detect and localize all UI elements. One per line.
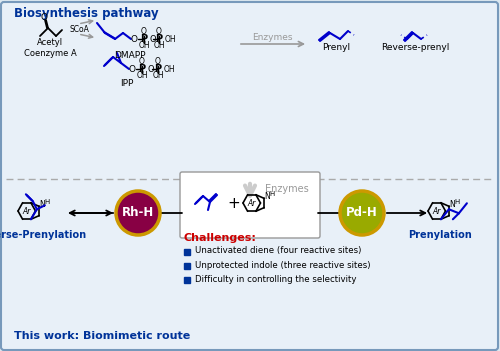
Text: Unactivated diene (four reactive sites): Unactivated diene (four reactive sites) bbox=[195, 246, 362, 256]
Text: O: O bbox=[130, 34, 138, 44]
Bar bbox=[184, 263, 190, 269]
Text: Difficulty in controlling the selectivity: Difficulty in controlling the selectivit… bbox=[195, 274, 356, 284]
Text: Unprotected indole (three reactive sites): Unprotected indole (three reactive sites… bbox=[195, 260, 370, 270]
Text: O: O bbox=[40, 13, 48, 21]
Text: N: N bbox=[449, 200, 455, 209]
Text: O: O bbox=[155, 58, 161, 66]
Text: P: P bbox=[140, 34, 147, 44]
Text: OH: OH bbox=[136, 72, 148, 80]
Text: P: P bbox=[154, 64, 162, 74]
Text: Ar: Ar bbox=[22, 206, 30, 216]
Text: Rh-H: Rh-H bbox=[122, 206, 154, 219]
Text: OH: OH bbox=[152, 72, 164, 80]
Bar bbox=[184, 249, 190, 254]
Text: Acetyl
Coenzyme A: Acetyl Coenzyme A bbox=[24, 38, 76, 58]
Text: Prenyl: Prenyl bbox=[322, 44, 350, 53]
Text: IPP: IPP bbox=[120, 79, 134, 88]
Text: Enzymes: Enzymes bbox=[265, 184, 309, 194]
Text: Ar: Ar bbox=[432, 206, 440, 216]
Text: Ar: Ar bbox=[247, 199, 256, 207]
Text: O: O bbox=[128, 65, 136, 73]
Text: O: O bbox=[149, 34, 156, 44]
Text: Reverse-prenyl: Reverse-prenyl bbox=[381, 44, 449, 53]
Text: O: O bbox=[148, 65, 154, 73]
Text: Pd-H: Pd-H bbox=[346, 206, 378, 219]
Text: OH: OH bbox=[164, 65, 175, 73]
Circle shape bbox=[340, 191, 384, 235]
Circle shape bbox=[116, 191, 160, 235]
Text: H: H bbox=[44, 199, 49, 205]
Text: Reverse-Prenylation: Reverse-Prenylation bbox=[0, 230, 86, 240]
Text: This work: Biomimetic route: This work: Biomimetic route bbox=[14, 331, 190, 341]
Text: DMAPP: DMAPP bbox=[114, 51, 146, 60]
Text: N: N bbox=[264, 192, 270, 201]
FancyBboxPatch shape bbox=[180, 172, 320, 238]
Text: P: P bbox=[138, 64, 145, 74]
Text: Enzymes: Enzymes bbox=[252, 33, 292, 42]
Text: P: P bbox=[156, 34, 162, 44]
Bar bbox=[184, 277, 190, 283]
Text: H: H bbox=[454, 199, 459, 205]
Text: Biosynthesis pathway: Biosynthesis pathway bbox=[14, 7, 158, 20]
Text: O: O bbox=[141, 27, 147, 37]
Text: SCoA: SCoA bbox=[69, 25, 89, 33]
Text: N: N bbox=[39, 200, 45, 209]
Text: O: O bbox=[156, 27, 162, 37]
Text: OH: OH bbox=[153, 41, 165, 51]
Text: H: H bbox=[269, 191, 274, 197]
Text: Challenges:: Challenges: bbox=[184, 233, 257, 243]
Text: Prenylation: Prenylation bbox=[408, 230, 472, 240]
Text: OH: OH bbox=[138, 41, 150, 51]
Text: OH: OH bbox=[165, 34, 176, 44]
Text: +: + bbox=[228, 197, 240, 212]
Text: O: O bbox=[139, 58, 145, 66]
